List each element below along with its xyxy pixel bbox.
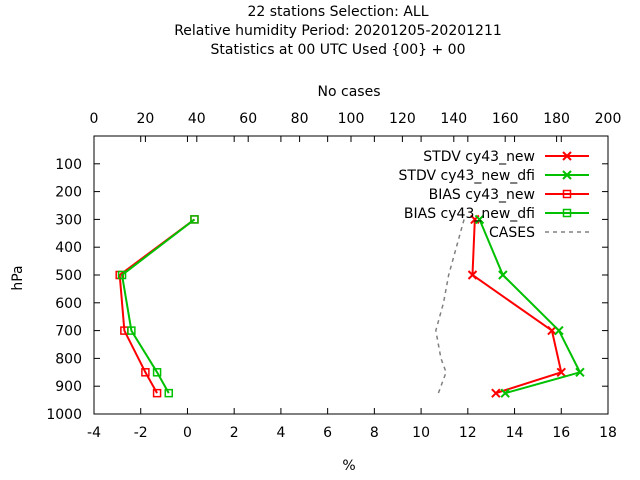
x2-tick-label: 40 bbox=[188, 111, 206, 127]
x2-tick-label: 120 bbox=[389, 111, 416, 127]
x2-tick-label: 20 bbox=[136, 111, 154, 127]
legend-label: STDV cy43_new bbox=[423, 149, 535, 165]
plot-area: -4 -2 0 2 4 6 8 10 12 14 16 180 20 40 60 80 100 120 140 160… bbox=[46, 111, 621, 441]
data-point bbox=[467, 270, 478, 280]
data-point bbox=[498, 270, 508, 280]
x2-tick-label: 0 bbox=[90, 111, 99, 127]
x2-tick-label: 200 bbox=[595, 111, 622, 127]
y-tick-label: 900 bbox=[55, 379, 82, 395]
x2-tick-label: 140 bbox=[440, 111, 467, 127]
y-axis-label: hPa bbox=[10, 265, 26, 290]
legend-marker-2 bbox=[562, 189, 572, 199]
x-tick-label: 14 bbox=[506, 425, 524, 441]
data-point bbox=[556, 367, 566, 378]
y-tick-label: 500 bbox=[55, 268, 82, 284]
data-point bbox=[500, 388, 510, 398]
data-point bbox=[547, 325, 557, 336]
y-tick-label: 1000 bbox=[46, 407, 82, 423]
x-tick-label: -2 bbox=[134, 425, 148, 441]
x-tick-label: 8 bbox=[370, 425, 379, 441]
y-tick-label: 700 bbox=[55, 324, 82, 340]
series-line-3 bbox=[120, 218, 196, 394]
legend-label: BIAS cy43_new_dfi bbox=[404, 206, 535, 222]
data-point bbox=[152, 368, 162, 377]
legend-label: BIAS cy43_new bbox=[429, 187, 535, 203]
x-axis-label: % bbox=[342, 458, 355, 474]
chart-title-line-1: 22 stations Selection: ALL bbox=[247, 4, 428, 20]
y-tick-label: 600 bbox=[55, 296, 82, 312]
data-point bbox=[141, 368, 150, 377]
y-tick-label: 300 bbox=[55, 212, 82, 228]
series-line-4 bbox=[435, 219, 465, 394]
x-tick-label: 16 bbox=[552, 425, 570, 441]
legend-marker-0 bbox=[562, 151, 572, 161]
data-point bbox=[474, 214, 485, 225]
series-line-2 bbox=[118, 218, 196, 394]
legend-marker-1 bbox=[562, 170, 572, 180]
x-tick-label: -4 bbox=[87, 425, 101, 441]
data-point bbox=[190, 215, 199, 224]
data-point bbox=[575, 367, 585, 378]
data-point bbox=[164, 388, 174, 398]
x-tick-label: 6 bbox=[323, 425, 332, 441]
y-tick-label: 800 bbox=[55, 351, 82, 367]
x-tick-label: 0 bbox=[183, 425, 192, 441]
data-point bbox=[152, 388, 162, 398]
data-point bbox=[117, 270, 127, 280]
series-line-0 bbox=[471, 219, 563, 395]
x2-tick-label: 160 bbox=[492, 111, 519, 127]
x2-tick-label: 180 bbox=[543, 111, 570, 127]
y-tick-label: 200 bbox=[55, 185, 82, 201]
x-tick-label: 4 bbox=[276, 425, 285, 441]
y-tick-label: 400 bbox=[55, 240, 82, 256]
y-tick-label: 100 bbox=[55, 157, 82, 173]
x2-tick-label: 100 bbox=[338, 111, 365, 127]
x2-tick-label: 80 bbox=[291, 111, 309, 127]
chart-title-line-2: Relative humidity Period: 20201205-20201… bbox=[174, 23, 502, 39]
legend: STDV cy43_new STDV cy43_new_dfi BIAS cy43_… bbox=[399, 149, 589, 241]
x-tick-label: 10 bbox=[412, 425, 430, 441]
series-line-1 bbox=[478, 219, 582, 395]
x-tick-label: 2 bbox=[230, 425, 239, 441]
data-point bbox=[554, 325, 564, 336]
top-axis-label: No cases bbox=[318, 84, 381, 100]
legend-label: STDV cy43_new_dfi bbox=[399, 168, 535, 184]
legend-marker-3 bbox=[562, 208, 572, 218]
legend-label: CASES bbox=[489, 225, 535, 241]
x2-tick-label: 60 bbox=[239, 111, 257, 127]
x-tick-label: 18 bbox=[599, 425, 617, 441]
data-point bbox=[491, 388, 501, 398]
data-point bbox=[127, 326, 136, 335]
x-tick-label: 12 bbox=[459, 425, 477, 441]
chart-title-line-3: Statistics at 00 UTC Used {00} + 00 bbox=[210, 42, 465, 58]
